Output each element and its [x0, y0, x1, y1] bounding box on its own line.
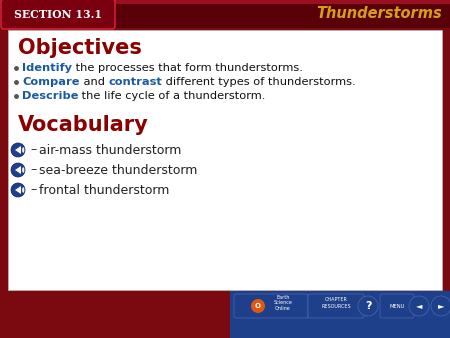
- Text: contrast: contrast: [108, 77, 162, 87]
- Circle shape: [11, 163, 25, 177]
- FancyBboxPatch shape: [0, 0, 450, 28]
- Text: ?: ?: [365, 301, 371, 311]
- FancyBboxPatch shape: [0, 0, 450, 4]
- Text: MENU: MENU: [389, 304, 405, 309]
- Text: Compare: Compare: [22, 77, 80, 87]
- Text: O: O: [255, 303, 261, 309]
- Text: frontal thunderstorm: frontal thunderstorm: [39, 184, 169, 196]
- Circle shape: [358, 296, 378, 316]
- Circle shape: [11, 143, 25, 157]
- Text: –: –: [30, 144, 36, 156]
- Text: Objectives: Objectives: [18, 38, 142, 58]
- Text: –: –: [30, 164, 36, 176]
- FancyBboxPatch shape: [1, 0, 115, 29]
- Text: air-mass thunderstorm: air-mass thunderstorm: [39, 144, 181, 156]
- FancyBboxPatch shape: [0, 291, 230, 338]
- Text: the life cycle of a thunderstorm.: the life cycle of a thunderstorm.: [78, 91, 266, 101]
- Text: –: –: [30, 184, 36, 196]
- Circle shape: [251, 299, 265, 313]
- Polygon shape: [15, 186, 21, 194]
- Circle shape: [409, 296, 429, 316]
- Text: sea-breeze thunderstorm: sea-breeze thunderstorm: [39, 164, 198, 176]
- FancyBboxPatch shape: [8, 30, 442, 290]
- FancyBboxPatch shape: [308, 294, 364, 318]
- Circle shape: [431, 296, 450, 316]
- FancyBboxPatch shape: [0, 291, 450, 338]
- Text: ►: ►: [438, 301, 444, 311]
- Text: different types of thunderstorms.: different types of thunderstorms.: [162, 77, 356, 87]
- Text: Earth
Science
Online: Earth Science Online: [274, 295, 292, 311]
- Text: SECTION 13.1: SECTION 13.1: [14, 8, 102, 20]
- Text: and: and: [80, 77, 108, 87]
- Circle shape: [11, 183, 25, 197]
- Text: Thunderstorms: Thunderstorms: [316, 6, 442, 22]
- Polygon shape: [15, 166, 21, 174]
- Text: Describe: Describe: [22, 91, 78, 101]
- Text: the processes that form thunderstorms.: the processes that form thunderstorms.: [72, 63, 303, 73]
- Text: Vocabulary: Vocabulary: [18, 115, 149, 135]
- FancyBboxPatch shape: [234, 294, 308, 318]
- FancyBboxPatch shape: [380, 294, 414, 318]
- Polygon shape: [15, 146, 21, 154]
- Text: ◄: ◄: [416, 301, 422, 311]
- Text: CHAPTER
RESOURCES: CHAPTER RESOURCES: [321, 297, 351, 309]
- Text: Identify: Identify: [22, 63, 72, 73]
